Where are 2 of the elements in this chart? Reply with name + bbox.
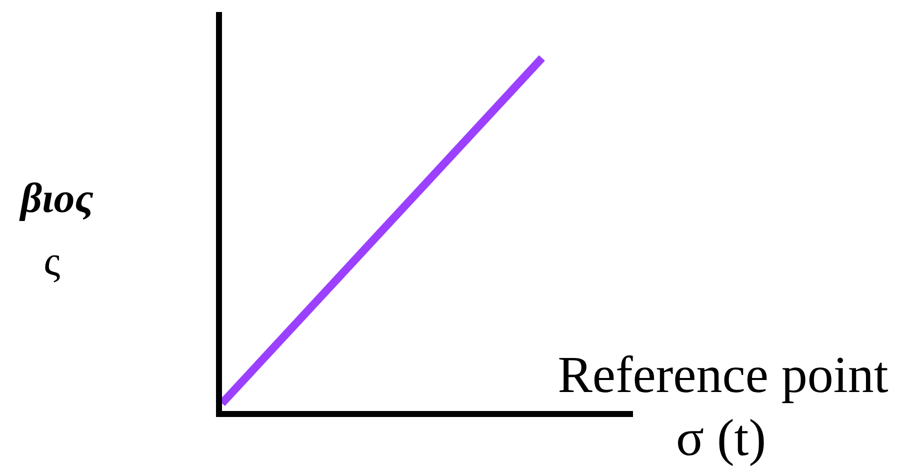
y-axis-title: βιος ς [18, 176, 94, 285]
x-axis-title: Reference point σ (t) [558, 347, 889, 467]
